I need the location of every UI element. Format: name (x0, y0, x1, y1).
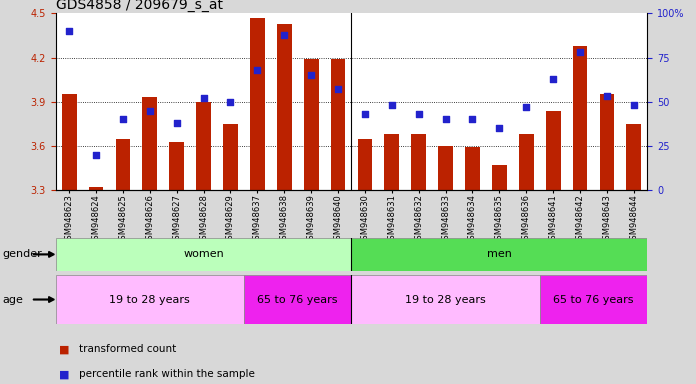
Text: 65 to 76 years: 65 to 76 years (258, 295, 338, 305)
Bar (62, 94, 77, 190)
Bar (519, 134, 534, 190)
Point (467, 116, 478, 122)
Bar (546, 111, 560, 190)
Text: ■: ■ (59, 369, 73, 379)
Bar (351, 275, 539, 324)
Text: percentile rank within the sample: percentile rank within the sample (79, 369, 255, 379)
Bar (331, 59, 345, 190)
Point (548, 76, 559, 82)
Point (118, 116, 129, 122)
Point (278, 31, 290, 38)
Bar (169, 141, 184, 190)
Bar (277, 24, 292, 190)
Point (628, 102, 640, 108)
Point (359, 111, 370, 117)
Point (494, 125, 505, 131)
Bar (116, 139, 130, 190)
Point (333, 86, 344, 93)
Text: women: women (183, 249, 224, 260)
Point (521, 104, 532, 110)
Text: transformed count: transformed count (79, 344, 176, 354)
Point (63, 28, 74, 34)
Point (225, 99, 236, 105)
Bar (465, 147, 480, 190)
Bar (56, 238, 351, 271)
Text: 19 to 28 years: 19 to 28 years (109, 295, 190, 305)
Bar (250, 18, 264, 190)
Bar (384, 134, 400, 190)
Point (306, 72, 317, 78)
Point (90, 152, 102, 158)
Text: 19 to 28 years: 19 to 28 years (405, 295, 486, 305)
Point (171, 120, 182, 126)
Bar (56, 275, 244, 324)
Bar (573, 46, 587, 190)
Bar (438, 146, 453, 190)
Bar (539, 275, 647, 324)
Point (574, 49, 585, 55)
Bar (88, 187, 104, 190)
Point (601, 93, 612, 99)
Point (440, 116, 451, 122)
Bar (411, 134, 426, 190)
Point (252, 67, 263, 73)
Point (144, 108, 155, 114)
Point (198, 95, 209, 101)
Bar (492, 165, 507, 190)
Bar (351, 238, 647, 271)
Text: age: age (2, 295, 23, 305)
Bar (143, 97, 157, 190)
Point (386, 102, 397, 108)
Bar (626, 124, 641, 190)
Text: GDS4858 / 209679_s_at: GDS4858 / 209679_s_at (56, 0, 223, 12)
Text: 65 to 76 years: 65 to 76 years (553, 295, 634, 305)
Bar (223, 124, 238, 190)
Bar (303, 59, 319, 190)
Bar (196, 102, 211, 190)
Text: men: men (487, 249, 512, 260)
Point (413, 111, 425, 117)
Text: ■: ■ (59, 344, 73, 354)
Bar (599, 94, 615, 190)
Bar (358, 139, 372, 190)
Bar (244, 275, 351, 324)
Text: gender: gender (2, 249, 42, 260)
